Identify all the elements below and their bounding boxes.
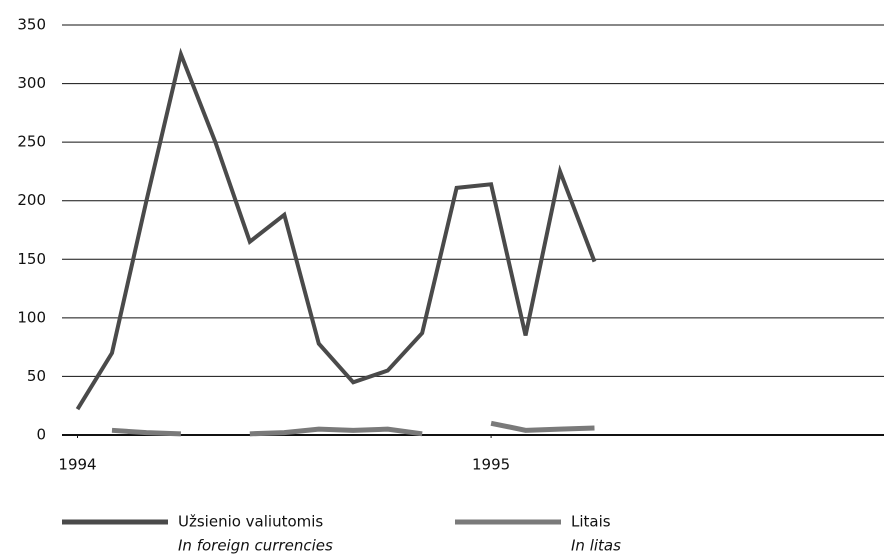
line-series [75,47,597,411]
legend-label-en: In foreign currencies [178,537,333,555]
y-tick-label: 250 [17,133,46,151]
legend-label-en: In litas [571,537,621,555]
y-tick-label: 150 [17,250,46,268]
y-tick-label: 300 [17,74,46,92]
x-tick-label: 1994 [58,456,96,474]
y-tick-label: 0 [36,426,46,444]
y-tick-label: 350 [17,16,46,34]
y-tick-label: 100 [17,308,46,326]
line-series [111,420,595,437]
x-tick-label: 1995 [472,456,510,474]
legend-label: Užsienio valiutomis [178,513,323,531]
legend-label: Litais [571,513,611,531]
y-tick-label: 50 [27,367,46,385]
y-tick-label: 200 [17,191,46,209]
